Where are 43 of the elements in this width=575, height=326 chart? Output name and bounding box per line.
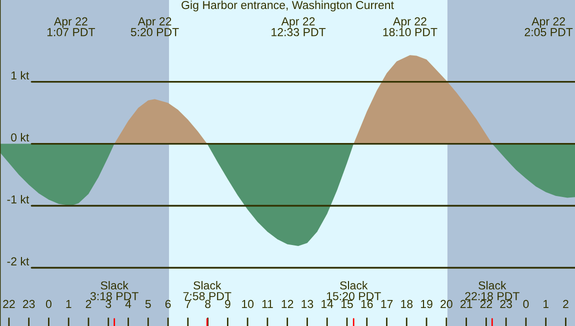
annotation: Apr 22 18:10 PDT [383, 17, 438, 36]
y-tick-label: -1 kt [7, 195, 30, 204]
x-tick-label: 6 [165, 300, 171, 308]
x-tick-label: 7 [185, 300, 191, 308]
x-tick-label: 1 [66, 300, 72, 308]
x-tick-label: 23 [23, 300, 35, 308]
x-tick-label: 5 [145, 300, 151, 308]
x-tick-label: 4 [125, 300, 132, 308]
annotation: Slack 22:18 PDT [465, 281, 520, 300]
annotation: Apr 22 1:07 PDT [47, 17, 96, 36]
annotation: Apr 22 2:05 PDT [524, 17, 573, 36]
x-tick-label: 2 [86, 300, 92, 308]
x-tick-label: 23 [500, 300, 512, 308]
annotation: Slack 7:58 PDT [183, 281, 232, 300]
x-tick-label: 18 [401, 300, 413, 308]
x-tick-label: 17 [381, 300, 393, 308]
x-tick-label: 3 [106, 300, 112, 308]
x-tick-label: 11 [262, 300, 273, 308]
x-tick-label: 15 [341, 300, 353, 308]
x-tick-label: 8 [205, 300, 210, 308]
x-tick-label: 0 [46, 300, 52, 308]
annotation: Apr 22 5:20 PDT [130, 17, 179, 36]
y-tick-label: 0 kt [11, 133, 30, 142]
x-tick-label: 19 [420, 300, 432, 308]
chart-title: Gig Harbor entrance, Washington Current [182, 0, 394, 12]
x-tick-label: 21 [460, 300, 472, 308]
x-tick-label: 16 [361, 300, 373, 308]
x-tick-label: 9 [225, 300, 230, 308]
x-tick-label: 20 [440, 300, 452, 308]
x-tick-label: 0 [523, 300, 529, 308]
y-tick-label: -2 kt [7, 256, 30, 266]
x-tick-label: 13 [302, 300, 314, 308]
y-tick-label: 1 kt [11, 71, 30, 80]
x-tick-label: 10 [242, 300, 254, 308]
x-tick-label: 12 [282, 300, 294, 308]
annotation: Slack 15:20 PDT [326, 281, 381, 300]
x-tick-label: 1 [544, 300, 548, 308]
x-tick-label: 22 [3, 300, 15, 308]
annotation: Slack 3:18 PDT [90, 281, 138, 300]
annotation: Apr 22 12:33 PDT [272, 17, 326, 36]
x-tick-label: 2 [563, 300, 568, 308]
x-tick-label: 14 [322, 300, 334, 308]
x-tick-label: 22 [480, 300, 492, 308]
